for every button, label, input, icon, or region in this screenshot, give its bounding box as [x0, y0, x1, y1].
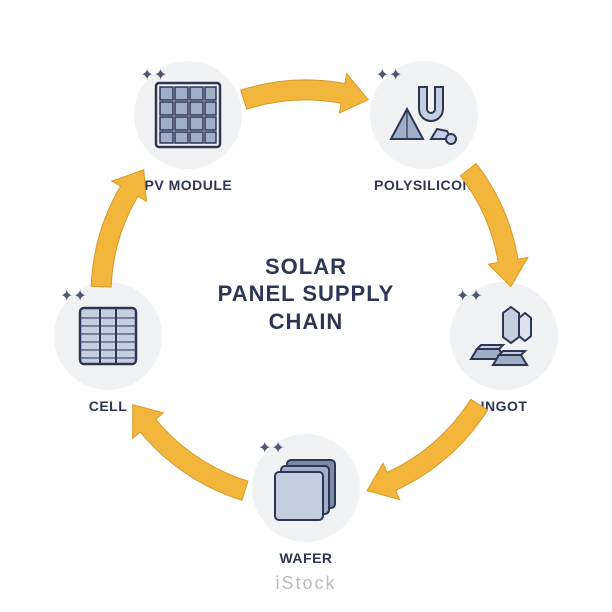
node-label: INGOT — [450, 398, 558, 414]
wafer-icon — [267, 452, 345, 524]
title-line-3: CHAIN — [218, 308, 395, 336]
node-label: WAFER — [252, 550, 360, 566]
diagram-title: SOLAR PANEL SUPPLY CHAIN — [218, 253, 395, 336]
node-cell: ✦✦ CELL — [54, 282, 162, 414]
node-circle: ✦✦ — [54, 282, 162, 390]
title-line-2: PANEL SUPPLY — [218, 280, 395, 308]
watermark: iStock — [275, 573, 336, 594]
node-circle: ✦✦ — [134, 61, 242, 169]
sparkle-icon: ✦✦ — [376, 65, 403, 85]
node-label: PV MODULE — [134, 177, 242, 193]
node-circle: ✦✦ — [370, 61, 478, 169]
node-circle: ✦✦ — [252, 434, 360, 542]
node-label: POLYSILICON — [370, 177, 478, 193]
node-circle: ✦✦ — [450, 282, 558, 390]
polysilicon-icon — [385, 81, 463, 149]
node-ingot: ✦✦ INGOT — [450, 282, 558, 414]
ingot-icon — [463, 301, 545, 371]
sparkle-icon: ✦✦ — [140, 65, 167, 85]
node-polysilicon: ✦✦ POLYSILICON — [370, 61, 478, 193]
cycle-arrow — [241, 74, 368, 113]
title-line-1: SOLAR — [218, 253, 395, 281]
cell-icon — [72, 300, 144, 372]
node-label: CELL — [54, 398, 162, 414]
sparkle-icon: ✦✦ — [456, 286, 483, 306]
node-pvmodule: ✦✦ PV MODULE — [134, 61, 242, 193]
cycle-arrow — [133, 405, 248, 501]
sparkle-icon: ✦✦ — [60, 286, 87, 306]
node-wafer: ✦✦ WAFER — [252, 434, 360, 566]
cycle-arrow — [367, 399, 488, 499]
sparkle-icon: ✦✦ — [258, 438, 285, 458]
pvmodule-icon — [150, 77, 226, 153]
